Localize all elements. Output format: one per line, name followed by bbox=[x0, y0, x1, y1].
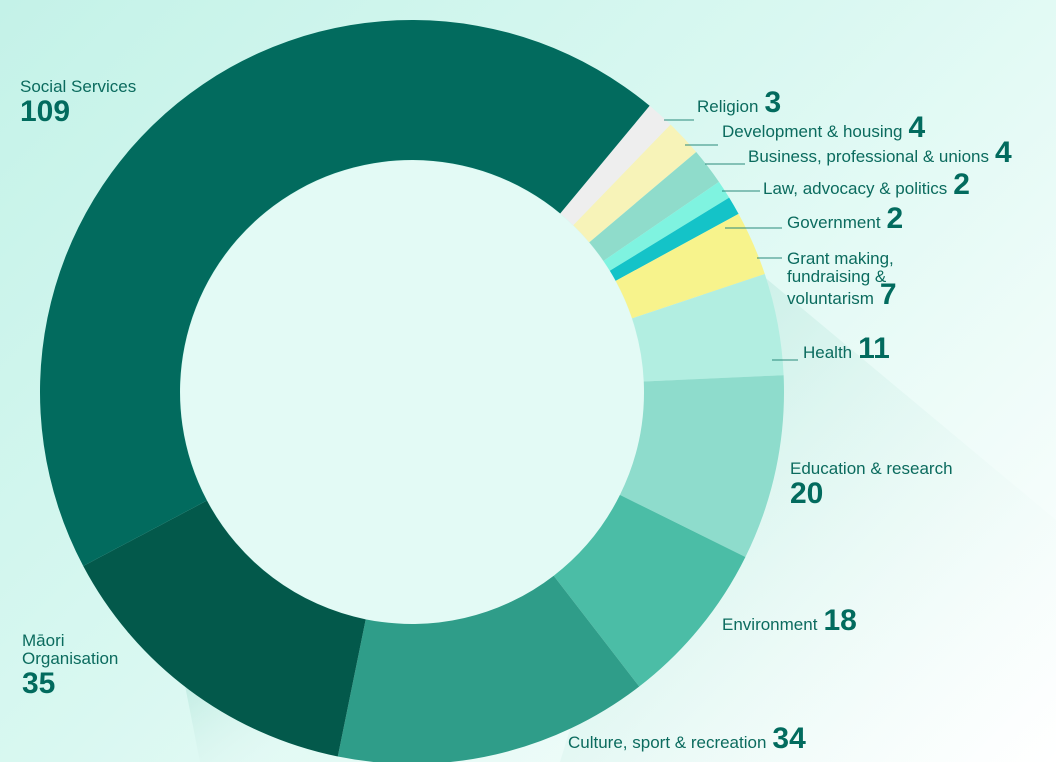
segment-label: Business, professional & unions 4 bbox=[748, 138, 1012, 168]
value-label: 11 bbox=[858, 332, 890, 365]
value-label: 2 bbox=[886, 202, 904, 235]
segment-label: Development & housing 4 bbox=[722, 113, 925, 143]
segment-label: Culture, sport & recreation 34 bbox=[568, 724, 806, 754]
value-label: 34 bbox=[772, 722, 806, 755]
donut-segment bbox=[83, 500, 366, 757]
value-label: 4 bbox=[994, 136, 1012, 169]
donut-segment bbox=[609, 197, 739, 281]
donut-segment bbox=[632, 274, 784, 382]
donut-segment bbox=[615, 213, 765, 319]
value-label: 7 bbox=[879, 278, 897, 311]
segment-label: Māori Organisation 35 bbox=[22, 632, 142, 700]
value-label: 4 bbox=[908, 111, 926, 144]
donut-segment bbox=[560, 105, 671, 226]
segment-label: Grant making, fundraising & voluntarism 7 bbox=[787, 249, 947, 311]
donut-segment bbox=[619, 375, 784, 557]
category-name: Religion bbox=[697, 97, 759, 116]
value-label: 2 bbox=[953, 168, 970, 201]
category-name: Health bbox=[803, 343, 853, 362]
category-name: Development & housing bbox=[722, 122, 903, 141]
segment-label: Religion 3 bbox=[697, 88, 781, 118]
category-name: Law, advocacy & politics bbox=[763, 179, 948, 198]
segment-label: Health 11 bbox=[803, 334, 890, 364]
segment-label: Government 2 bbox=[787, 204, 903, 234]
segment-label: Social Services 109 bbox=[20, 78, 136, 128]
category-name: Grant making, fundraising & voluntarism bbox=[787, 249, 894, 308]
segment-label: Education & research 20 bbox=[790, 460, 953, 510]
donut-segment bbox=[589, 151, 719, 261]
category-name: Government bbox=[787, 213, 881, 232]
category-name: Culture, sport & recreation bbox=[568, 733, 767, 752]
donut-segment bbox=[573, 124, 697, 243]
donut-segment bbox=[553, 494, 746, 687]
segment-label: Law, advocacy & politics 2 bbox=[763, 170, 970, 200]
category-name: Social Services bbox=[20, 77, 137, 96]
value-label: 35 bbox=[22, 667, 56, 700]
value-label: 3 bbox=[764, 86, 782, 119]
donut-hole bbox=[180, 160, 644, 624]
donut-segment bbox=[39, 19, 650, 567]
category-name: Education & research bbox=[790, 459, 953, 478]
category-name: Business, professional & unions bbox=[748, 147, 989, 166]
value-label: 18 bbox=[823, 604, 857, 637]
donut-segment bbox=[603, 181, 730, 271]
category-name: Environment bbox=[722, 615, 818, 634]
value-label: 20 bbox=[790, 477, 824, 510]
value-label: 109 bbox=[20, 95, 71, 128]
segment-label: Environment 18 bbox=[722, 606, 857, 636]
category-name: Māori Organisation bbox=[22, 631, 119, 668]
donut-segment bbox=[337, 575, 640, 762]
